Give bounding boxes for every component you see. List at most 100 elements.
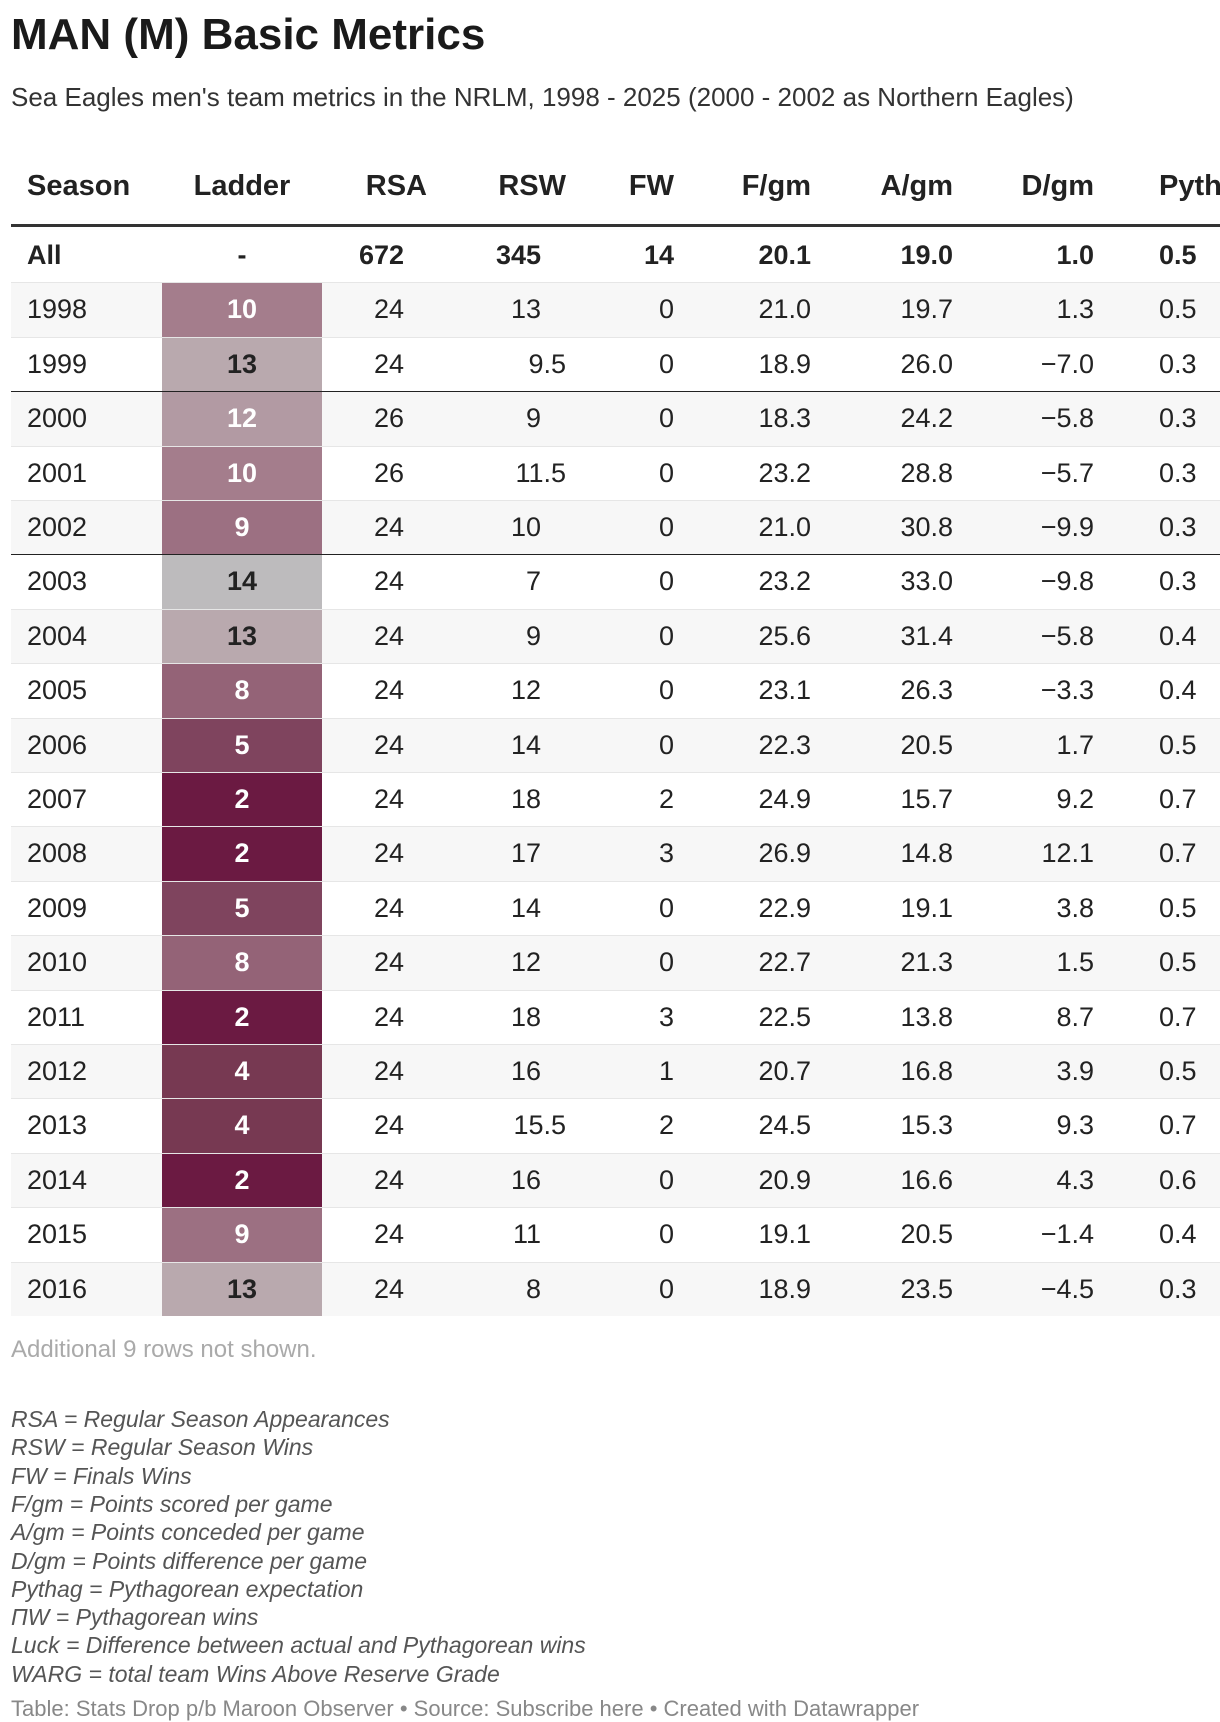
ladder-cell [162,500,322,555]
table-cell: 24 [373,620,404,651]
ladder-cell [162,663,322,718]
column-header: A/gm [880,170,954,202]
table-cell: 18.3 [758,403,811,434]
table-cell: 24 [373,566,404,597]
table-cell: 15.7 [900,784,953,814]
table-cell: 9.3 [1056,1110,1094,1141]
table-cell: −1.4 [1040,1219,1094,1250]
table-cell: 3.9 [1056,1056,1094,1086]
table-cell: 9 [234,512,250,542]
table-cell: 28.8 [900,457,953,488]
table-cell: 21.3 [900,947,953,978]
row-divider [11,935,1220,937]
row-divider [11,391,1220,393]
table-cell: 0 [658,1273,674,1304]
table-cell: 2000 [27,403,88,434]
table-cell: 24 [373,1056,404,1086]
table-cell: 1.7 [1056,729,1094,760]
table-cell: 13.8 [900,1001,953,1032]
table-cell: 16 [510,1164,541,1195]
table-cell: 0.5 [1159,947,1197,978]
ladder-cell [162,445,322,500]
table-cell: 0.7 [1159,1110,1197,1141]
row-divider [11,282,1220,284]
table-cell: 24 [373,1219,404,1250]
table-cell: 0 [658,1164,674,1195]
column-header: Season [27,170,131,202]
table-cell: 2001 [27,457,88,488]
row-divider [11,554,1220,556]
row-divider [11,1044,1220,1045]
table-cell: 1999 [27,348,88,379]
table-cell: −9.8 [1040,566,1094,597]
table-cell: 24 [373,1110,404,1141]
column-header: Pyth [1159,170,1220,202]
table-cell: 13 [226,348,258,379]
row-divider [11,445,1220,447]
table-cell: 1 [658,1056,674,1086]
table-cell: 2 [234,838,250,869]
table-cell: 19.0 [900,240,953,270]
table-cell: 24 [373,1273,404,1304]
table-cell: 20.5 [900,729,953,760]
row-divider [11,1098,1220,1100]
table-cell: 2006 [27,729,88,760]
table-cell: 16.6 [900,1164,953,1195]
ladder-cell [162,989,322,1044]
table-cell: 12 [510,947,541,978]
table-cell: 24 [373,1001,404,1032]
table-cell: 12 [226,403,258,434]
table-cell: 20.1 [758,240,811,270]
table-cell: 20.7 [758,1056,811,1086]
table-cell: 11.5 [515,457,566,488]
table-cell: 24 [373,784,404,814]
table-cell: 2012 [27,1056,88,1086]
table-cell: 8.7 [1056,1001,1094,1032]
table-cell: 13 [510,294,541,325]
table-cell: 17 [510,838,541,869]
table-cell: 10 [226,457,258,488]
table-cell: 26 [373,457,404,488]
table-cell: 11 [512,1219,541,1250]
table-cell: 1.3 [1056,294,1094,325]
table-cell: 12.1 [1041,838,1094,869]
table-cell: −5.8 [1040,403,1094,434]
table-cell: 16 [510,1056,541,1086]
table-cell: 16.8 [900,1056,953,1086]
table-cell: 19.1 [900,892,953,923]
table-cell: 31.4 [900,620,953,651]
table-cell: 20.9 [758,1164,811,1195]
table-cell: All [27,240,62,270]
table-cell: 0.5 [1159,294,1197,325]
table-cell: 672 [358,240,404,270]
header-rule [11,224,1220,227]
table-cell: 2005 [27,675,88,706]
table-cell: 24 [373,838,404,869]
table-cell: 33.0 [900,566,953,597]
note-line: ΠW = Pythagorean wins [11,1604,259,1631]
table-cell: 24 [373,675,404,706]
table-cell: 10 [510,512,541,542]
table-cell: 24 [373,892,404,923]
note-line: Luck = Difference between actual and Pyt… [11,1632,586,1659]
row-divider [11,826,1220,828]
table-cell: 2 [658,1110,674,1141]
table-cell: 23.5 [900,1273,953,1304]
table-cell: 0.5 [1159,240,1197,270]
ladder-cell [162,1098,322,1153]
table-cell: 8 [234,947,250,978]
table-cell: 8 [234,675,250,706]
ladder-cell [162,1207,322,1262]
table-cell: 24 [373,348,404,379]
column-header: RSA [365,170,427,202]
footer-link[interactable]: Subscribe here [495,1696,644,1721]
ladder-cell [162,880,322,936]
note-line: RSA = Regular Season Appearances [11,1406,390,1432]
table-cell: −5.7 [1040,457,1094,488]
table-cell: 19.1 [758,1219,811,1250]
table-cell: 0.6 [1159,1164,1197,1195]
table-cell: 0.5 [1159,892,1197,923]
table-cell: 9 [525,403,541,434]
table-cell: 14 [643,240,674,270]
